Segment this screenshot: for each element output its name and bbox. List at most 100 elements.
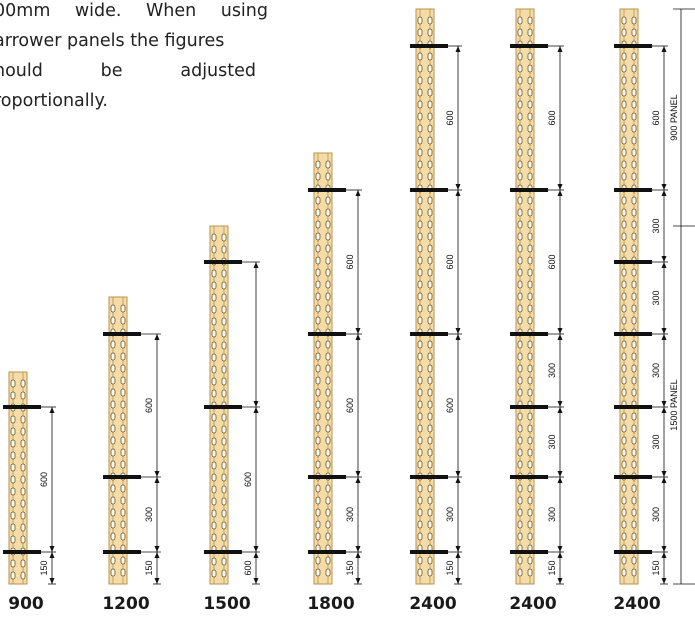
soldier-hole [517, 100, 523, 109]
soldier-hole [527, 268, 533, 277]
dimension-label: 150 [345, 560, 355, 575]
soldier-hole [527, 304, 533, 313]
soldier-hole [417, 448, 423, 457]
dimension-label: 600 [144, 398, 154, 413]
soldier-hole [211, 437, 217, 446]
soldier-hole [631, 532, 637, 541]
intro-line-1: 00mm wide. When using [0, 1, 268, 21]
tie-bar [510, 188, 548, 192]
soldier-hole [517, 412, 523, 421]
soldier-hole [417, 280, 423, 289]
soldier-hole [325, 352, 331, 361]
dimension-label: 300 [651, 363, 661, 378]
soldier-hole [10, 427, 16, 436]
soldier-hole [631, 520, 637, 529]
dimension-label: 150 [651, 560, 661, 575]
soldier-hole [211, 413, 217, 422]
soldier-hole [527, 424, 533, 433]
soldier-hole [631, 148, 637, 157]
soldier-hole [517, 520, 523, 529]
soldier-hole [325, 292, 331, 301]
soldier-hole [621, 388, 627, 397]
tie-bar [3, 405, 41, 409]
soldier-hole [527, 124, 533, 133]
soldier-hole [527, 364, 533, 373]
soldier-hole [427, 16, 433, 25]
soldier-hole [527, 280, 533, 289]
soldier-hole [527, 256, 533, 265]
soldier-hole [631, 124, 637, 133]
column-label: 2400 [409, 594, 456, 614]
soldier-hole [427, 460, 433, 469]
soldier-hole [427, 112, 433, 121]
soldier-hole [110, 412, 116, 421]
soldier-hole [315, 160, 321, 169]
soldier-hole [517, 112, 523, 121]
soldier-hole [211, 473, 217, 482]
soldier-hole [527, 232, 533, 241]
soldier-hole [621, 436, 627, 445]
soldier-hole [517, 496, 523, 505]
panel-label: 1500 PANEL [669, 379, 679, 430]
tie-bar [308, 475, 346, 479]
soldier-hole [315, 220, 321, 229]
soldier-hole [527, 352, 533, 361]
soldier-column: 600 600 1500 [203, 225, 260, 614]
soldier-hole [631, 160, 637, 169]
dimension-label: 600 [651, 110, 661, 125]
soldier-hole [631, 304, 637, 313]
soldier-hole [325, 508, 331, 517]
soldier-hole [10, 439, 16, 448]
tie-bar [614, 475, 652, 479]
intro-text: 00mm wide. When using arrower panels the… [0, 0, 274, 116]
soldier-hole [20, 391, 26, 400]
soldier-hole [621, 280, 627, 289]
soldier-hole [315, 532, 321, 541]
soldier-hole [10, 451, 16, 460]
soldier-hole [427, 316, 433, 325]
soldier-hole [517, 388, 523, 397]
soldier-hole [211, 485, 217, 494]
soldier-hole [10, 475, 16, 484]
column-label: 2400 [613, 594, 660, 614]
soldier-hole [325, 520, 331, 529]
soldier-hole [621, 556, 627, 565]
soldier-hole [417, 292, 423, 301]
soldier-hole [211, 533, 217, 542]
soldier-hole [631, 424, 637, 433]
soldier-hole [621, 208, 627, 217]
soldier-hole [417, 136, 423, 145]
soldier-hole [221, 425, 227, 434]
soldier-hole [20, 523, 26, 532]
soldier-hole [315, 448, 321, 457]
tie-bar [614, 260, 652, 264]
dimension-label: 600 [243, 472, 253, 487]
soldier-hole [417, 16, 423, 25]
soldier-hole [517, 52, 523, 61]
soldier-hole [417, 76, 423, 85]
column-label: 900 [8, 594, 44, 614]
soldier-hole [427, 352, 433, 361]
soldier-hole [10, 487, 16, 496]
soldier-hole [221, 281, 227, 290]
soldier-hole [10, 391, 16, 400]
soldier-hole [20, 379, 26, 388]
soldier-hole [10, 535, 16, 544]
soldier-hole [120, 532, 126, 541]
soldier-hole [427, 412, 433, 421]
soldier-hole [315, 268, 321, 277]
soldier-hole [120, 364, 126, 373]
tie-bar [614, 550, 652, 554]
soldier-hole [621, 100, 627, 109]
soldier-hole [120, 496, 126, 505]
dimension-label: 150 [445, 560, 455, 575]
soldier-hole [517, 316, 523, 325]
soldier-hole [221, 461, 227, 470]
dimension-label: 600 [243, 560, 253, 575]
soldier-hole [120, 568, 126, 577]
soldier-hole [315, 376, 321, 385]
soldier-hole [120, 316, 126, 325]
soldier-hole [427, 556, 433, 565]
soldier-hole [221, 497, 227, 506]
tie-bar [308, 188, 346, 192]
